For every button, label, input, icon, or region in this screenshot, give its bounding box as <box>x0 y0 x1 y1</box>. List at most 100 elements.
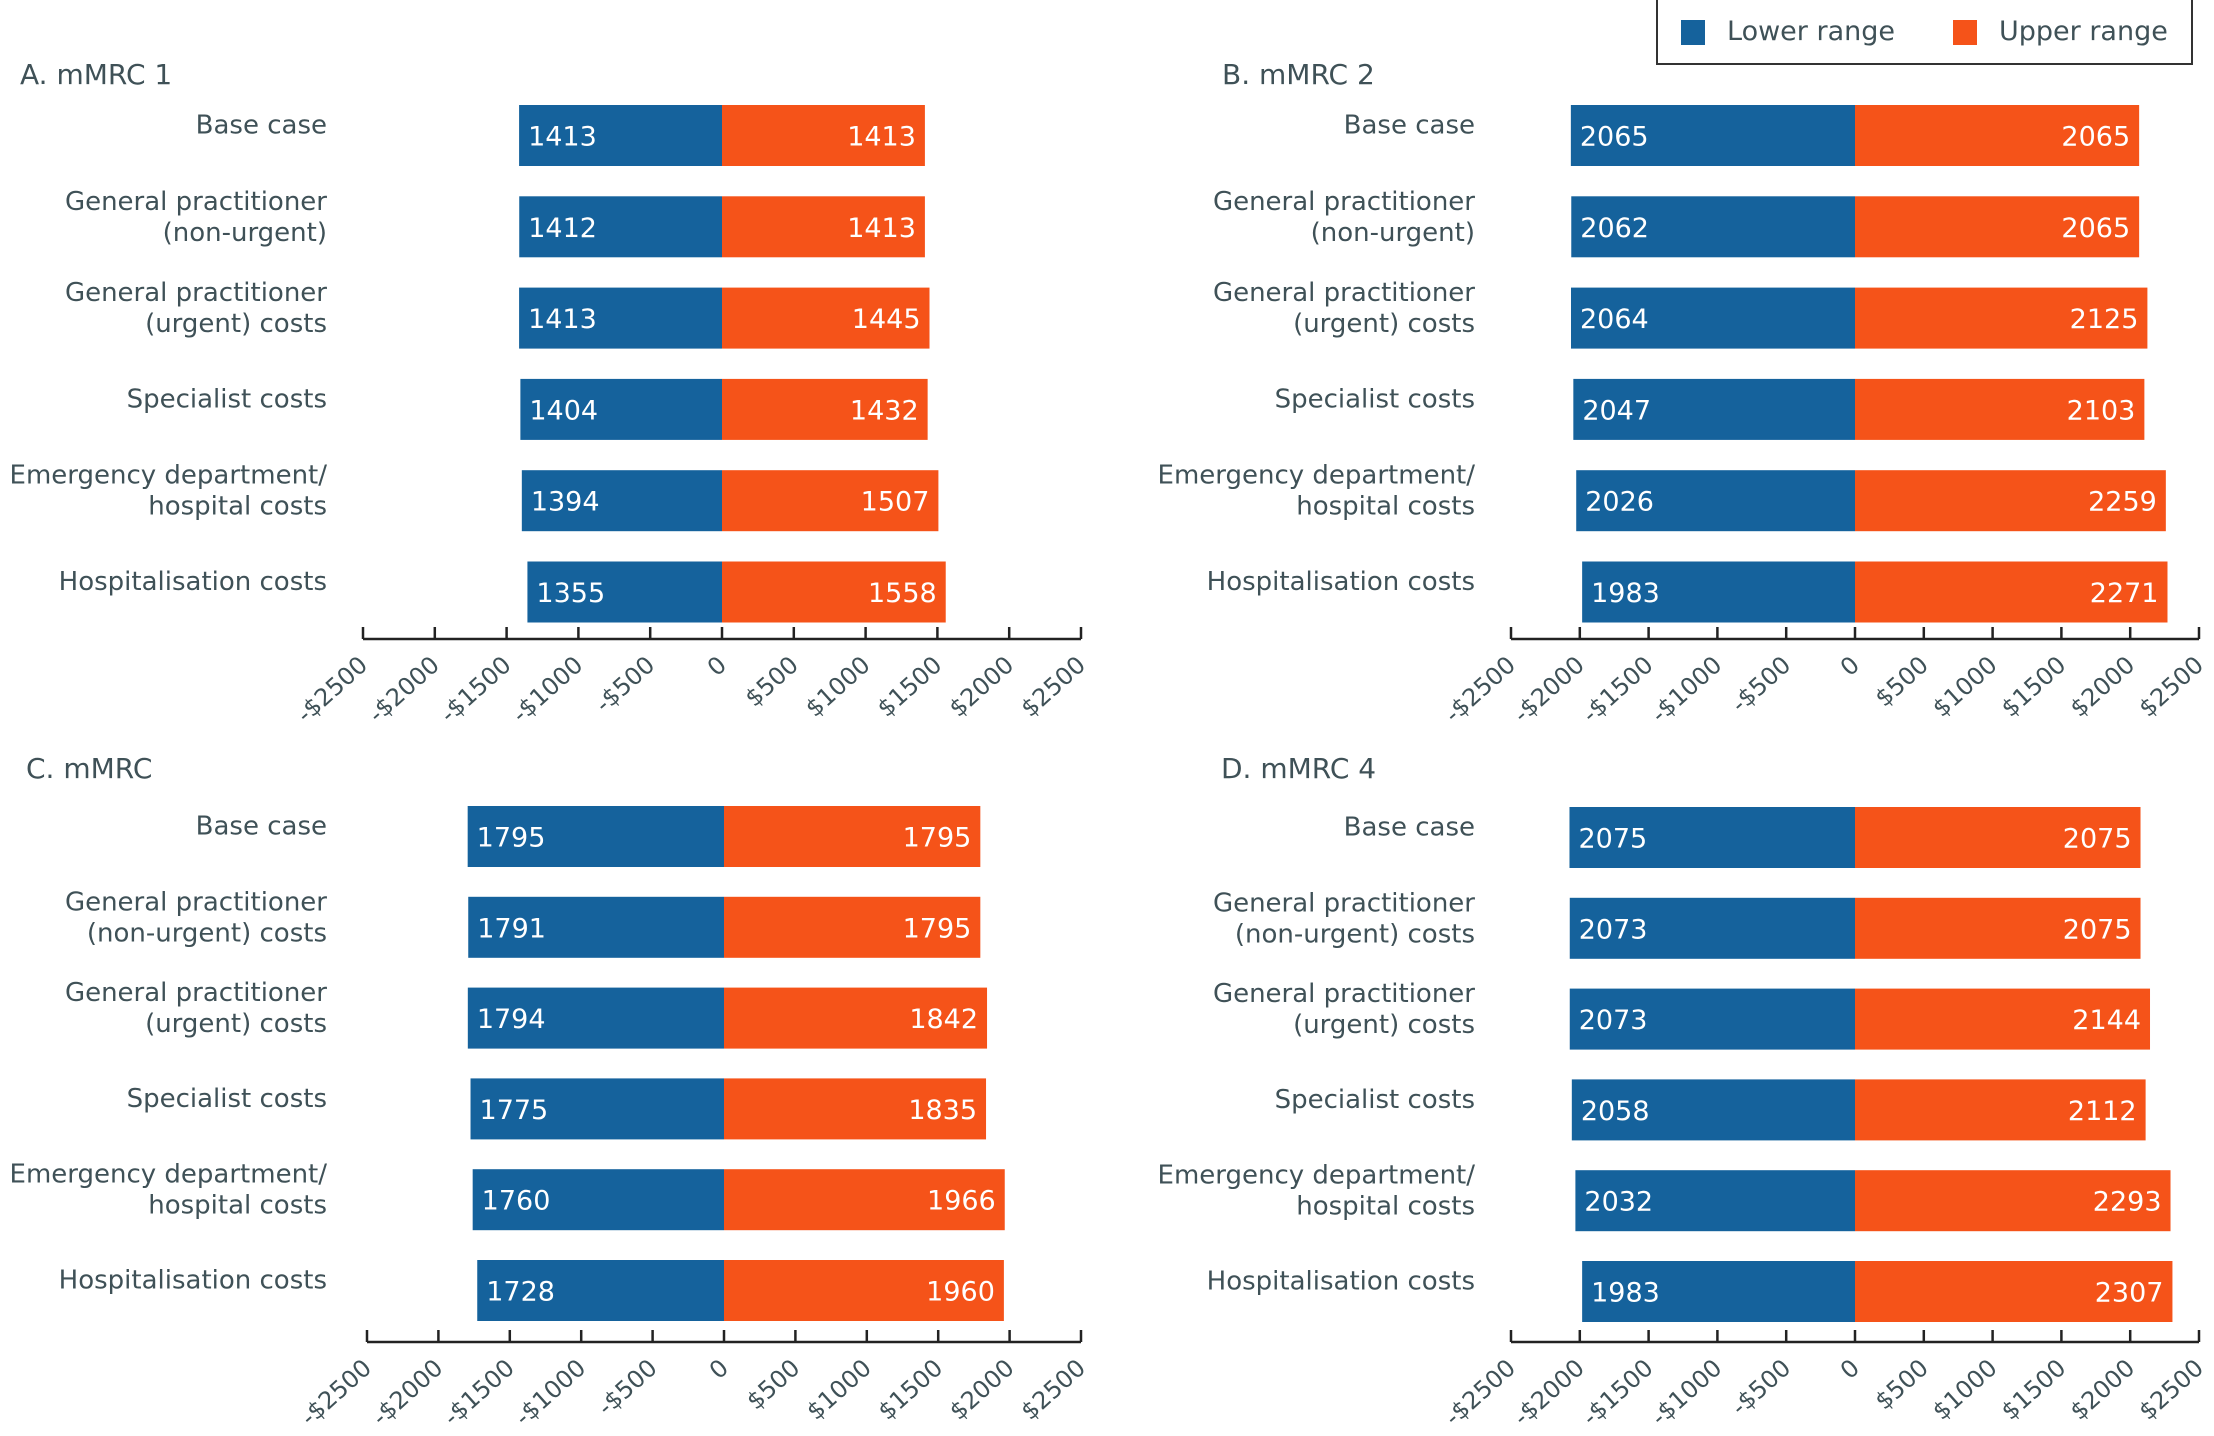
category-label: General practitioner (non-urgent) <box>1213 187 1475 248</box>
x-tick-label: 0 <box>702 651 732 682</box>
bar-value-lower: 1795 <box>477 823 546 854</box>
legend-label-upper: Upper range <box>1999 16 2168 47</box>
x-tick-label: -$1000 <box>507 651 589 729</box>
legend-label-lower: Lower range <box>1727 16 1895 47</box>
bar-value-lower: 1983 <box>1591 1278 1660 1309</box>
x-tick-label: -$1500 <box>1577 651 1659 729</box>
bar-value-upper: 1558 <box>868 578 937 609</box>
bar-value-lower: 2062 <box>1580 213 1649 244</box>
chart-panel-d: D. mMRC 4 Base case 2075 2075 General practi… <box>1158 752 2209 1431</box>
bar-value-upper: 2112 <box>2068 1096 2137 1127</box>
bar-upper <box>1855 1079 2146 1141</box>
bar-value-lower: 1728 <box>486 1277 555 1308</box>
category-label: Base case <box>1344 813 1475 843</box>
bar-value-upper: 2125 <box>2070 304 2139 335</box>
bar-value-upper: 1795 <box>903 913 972 944</box>
bar-value-upper: 1966 <box>927 1186 996 1217</box>
bar-upper <box>724 1169 1005 1231</box>
category-label-line: (urgent) costs <box>1293 309 1475 339</box>
bar-lower <box>1570 287 1855 349</box>
x-tick-label: $1500 <box>873 1354 948 1426</box>
bar-upper <box>1855 807 2141 868</box>
bar-value-upper: 2075 <box>2063 824 2132 855</box>
panel-title: A. mMRC 1 <box>20 58 172 91</box>
x-tick-label: -$1000 <box>1646 1354 1728 1432</box>
bar-value-lower: 1404 <box>529 395 598 426</box>
bar-value-lower: 2047 <box>1582 395 1651 426</box>
category-label-line: Base case <box>196 111 327 141</box>
chart-panel-c: C. mMRC Base case 1795 1795 General practiti… <box>10 752 1091 1431</box>
x-tick-label: $1500 <box>872 651 947 723</box>
category-label-line: (urgent) costs <box>145 1009 327 1039</box>
bar-value-upper: 2103 <box>2067 395 2136 426</box>
category-label: Base case <box>196 111 327 141</box>
bar-value-lower: 2032 <box>1584 1187 1653 1218</box>
x-tick-label: -$2500 <box>1439 651 1521 729</box>
x-tick-label: 0 <box>1835 1354 1865 1385</box>
category-label: Specialist costs <box>1275 384 1475 414</box>
category-label-line: Base case <box>1344 813 1475 843</box>
x-tick-label: $500 <box>1870 1354 1934 1416</box>
x-tick-label: -$1500 <box>435 651 517 729</box>
category-label: General practitioner (non-urgent) costs <box>1213 888 1475 949</box>
bar-value-upper: 2065 <box>2061 213 2130 244</box>
category-label-line: General practitioner <box>1213 888 1475 918</box>
bar-upper <box>1855 196 2140 258</box>
bar-lower <box>1575 1170 1855 1232</box>
bar-value-lower: 1412 <box>528 213 597 244</box>
category-label-line: Emergency department/ <box>10 461 328 491</box>
bar-upper <box>1855 897 2141 959</box>
category-label-line: Emergency department/ <box>1158 461 1476 491</box>
chart-panel-b: B. mMRC 2 Base case 2065 2065 General practi… <box>1158 58 2209 728</box>
bar-value-lower: 1983 <box>1591 578 1660 609</box>
category-label: Hospitalisation costs <box>1207 567 1475 597</box>
category-label-line: (non-urgent) <box>163 218 327 248</box>
bar-value-upper: 2144 <box>2072 1005 2141 1036</box>
x-tick-label: $2500 <box>2134 651 2209 723</box>
category-label-line: Hospitalisation costs <box>1207 1267 1475 1297</box>
bar-lower <box>477 1260 724 1321</box>
category-label-line: Emergency department/ <box>1158 1161 1476 1191</box>
bar-lower <box>520 378 722 440</box>
x-tick-label: -$2000 <box>363 651 445 729</box>
x-tick-label: -$2500 <box>295 1354 377 1432</box>
bar-lower <box>467 806 724 867</box>
bar-value-lower: 2073 <box>1579 914 1648 945</box>
category-label-line: Hospitalisation costs <box>1207 567 1475 597</box>
x-tick-label: $2000 <box>944 651 1019 723</box>
category-label-line: (non-urgent) <box>1311 218 1475 248</box>
category-label: General practitioner (urgent) costs <box>65 278 327 339</box>
bar-upper <box>1855 988 2151 1050</box>
bar-upper <box>722 470 939 532</box>
bar-value-lower: 2026 <box>1585 487 1654 518</box>
category-label: General practitioner (non-urgent) <box>65 187 327 248</box>
category-label-line: General practitioner <box>1213 187 1475 217</box>
category-label: Specialist costs <box>1275 1085 1475 1115</box>
bar-lower <box>467 987 724 1049</box>
category-label-line: (urgent) costs <box>1293 1010 1475 1040</box>
bar-value-upper: 1960 <box>926 1277 995 1308</box>
x-tick-label: -$500 <box>1726 1354 1797 1421</box>
category-label-line: hospital costs <box>148 492 327 522</box>
category-label-line: Hospitalisation costs <box>59 1266 327 1296</box>
bar-lower <box>1569 988 1855 1050</box>
legend-swatch-lower <box>1681 20 1705 45</box>
category-label-line: hospital costs <box>148 1191 327 1221</box>
category-label: Base case <box>1344 111 1475 141</box>
x-tick-label: -$2000 <box>1508 651 1590 729</box>
category-label-line: Specialist costs <box>1275 1085 1475 1115</box>
panel-title: D. mMRC 4 <box>1221 752 1376 785</box>
category-label-line: General practitioner <box>65 187 327 217</box>
category-label-line: Specialist costs <box>1275 384 1475 414</box>
bar-value-upper: 2293 <box>2093 1187 2162 1218</box>
bar-value-lower: 2073 <box>1579 1005 1648 1036</box>
x-tick-label: $1500 <box>1996 651 2071 723</box>
category-label: Hospitalisation costs <box>1207 1267 1475 1297</box>
x-tick-label: $1000 <box>1927 651 2002 723</box>
category-label-line: Specialist costs <box>127 384 327 414</box>
bar-value-upper: 1795 <box>903 823 972 854</box>
category-label-line: hospital costs <box>1296 492 1475 522</box>
bar-lower <box>527 561 722 623</box>
bar-lower <box>519 196 722 258</box>
bar-lower <box>472 1169 724 1231</box>
